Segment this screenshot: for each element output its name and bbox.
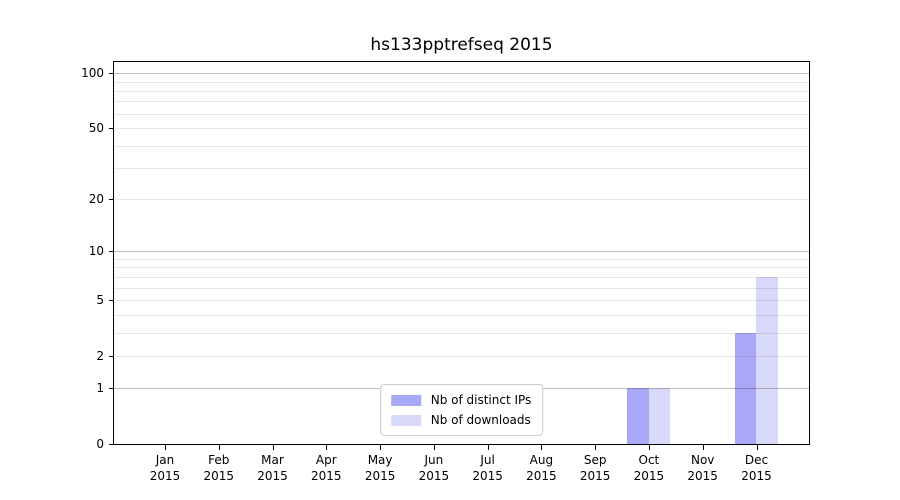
x-tick-label: Apr 2015 xyxy=(294,452,358,484)
y-tick-label: 10 xyxy=(88,244,104,259)
x-tick-mark xyxy=(648,445,650,450)
x-tick-month: Jun xyxy=(424,453,444,467)
y-tick-mark xyxy=(109,388,113,390)
x-tick-year: 2015 xyxy=(633,469,665,483)
legend-label: Nb of downloads xyxy=(430,413,531,427)
x-tick-month: Apr xyxy=(315,453,337,467)
y-tick-mark xyxy=(109,444,113,445)
minor-gridline xyxy=(114,168,809,169)
x-tick-year: 2015 xyxy=(418,469,450,483)
y-tick-label: 1 xyxy=(96,381,104,396)
legend-item: Nb of downloads xyxy=(390,411,532,429)
y-tick-label: 2 xyxy=(96,348,104,363)
major-gridline xyxy=(114,73,809,75)
bar-nb-of-distinct-ips-dec xyxy=(734,332,757,444)
y-tick-label: 20 xyxy=(88,192,104,207)
x-tick-year: 2015 xyxy=(149,469,181,483)
x-tick-label: Mar 2015 xyxy=(241,452,305,484)
y-tick-mark xyxy=(109,128,113,129)
x-tick-year: 2015 xyxy=(472,469,503,483)
legend-swatch xyxy=(390,394,421,406)
x-tick-mark xyxy=(541,445,543,450)
x-tick-mark xyxy=(756,445,758,450)
x-tick-year: 2015 xyxy=(257,469,288,483)
y-tick-mark xyxy=(109,355,113,357)
minor-gridline xyxy=(114,259,809,260)
y-tick-mark xyxy=(109,251,113,253)
x-tick-label: Oct 2015 xyxy=(617,452,681,484)
x-tick-month: Sep xyxy=(583,453,607,467)
legend: Nb of distinct IPs Nb of downloads xyxy=(379,384,544,436)
x-tick-month: Nov xyxy=(690,453,715,467)
x-tick-mark xyxy=(380,445,382,450)
x-tick-label: Aug 2015 xyxy=(509,452,573,484)
x-tick-mark xyxy=(595,445,597,450)
x-tick-label: Jul 2015 xyxy=(456,452,520,484)
x-tick-label: May 2015 xyxy=(348,452,412,484)
x-tick-month: Aug xyxy=(529,453,554,467)
bar-nb-of-downloads-dec xyxy=(756,276,778,444)
x-tick-mark xyxy=(702,445,704,450)
x-tick-month: May xyxy=(367,453,393,467)
x-axis: Jan 2015 Feb 2015 Mar 2015 Apr 2015 May 2015 Jun 20… xyxy=(113,445,810,500)
chart-title: hs133pptrefseq 2015 xyxy=(370,35,553,55)
x-tick-year: 2015 xyxy=(364,469,396,483)
minor-gridline xyxy=(114,287,809,289)
x-tick-month: Mar xyxy=(261,453,284,467)
x-tick-year: 2015 xyxy=(687,469,718,483)
x-tick-mark xyxy=(433,445,435,450)
x-tick-label: Nov 2015 xyxy=(671,452,735,484)
legend-label: Nb of distinct IPs xyxy=(430,393,532,407)
x-tick-year: 2015 xyxy=(203,469,235,483)
x-tick-month: Jul xyxy=(480,453,495,467)
y-tick-label: 0 xyxy=(96,437,104,451)
y-tick-mark xyxy=(109,73,113,75)
legend-item: Nb of distinct IPs xyxy=(390,391,532,409)
x-tick-label: Jan 2015 xyxy=(133,452,197,484)
x-tick-mark xyxy=(272,445,274,450)
x-tick-month: Feb xyxy=(208,453,230,467)
x-tick-mark xyxy=(487,445,489,450)
x-tick-mark xyxy=(326,445,328,450)
x-tick-month: Dec xyxy=(744,453,769,467)
minor-gridline xyxy=(114,113,809,115)
y-tick-label: 100 xyxy=(81,66,104,81)
x-tick-month: Jan xyxy=(155,453,175,467)
x-tick-label: Dec 2015 xyxy=(725,452,789,484)
minor-gridline xyxy=(114,90,809,92)
x-tick-year: 2015 xyxy=(741,469,772,483)
y-tick-label: 50 xyxy=(88,121,104,135)
y-tick-mark xyxy=(109,300,113,301)
legend-swatch xyxy=(390,414,421,426)
minor-gridline xyxy=(114,276,809,278)
x-tick-mark xyxy=(165,445,166,450)
y-tick-mark xyxy=(109,199,113,201)
minor-gridline xyxy=(114,332,809,334)
x-tick-month: Oct xyxy=(638,453,660,467)
bar-nb-of-distinct-ips-oct xyxy=(627,388,649,444)
y-tick-label: 5 xyxy=(96,293,104,307)
minor-gridline xyxy=(114,300,809,301)
minor-gridline xyxy=(114,355,809,357)
y-axis: 0 1 2 5 10 20 50 100 xyxy=(0,61,113,451)
x-tick-year: 2015 xyxy=(311,469,342,483)
minor-gridline xyxy=(114,267,809,269)
x-tick-label: Jun 2015 xyxy=(402,452,466,484)
bar-nb-of-downloads-oct xyxy=(648,388,671,444)
major-gridline xyxy=(114,251,809,253)
minor-gridline xyxy=(114,81,809,83)
x-tick-year: 2015 xyxy=(579,469,611,483)
x-tick-label: Sep 2015 xyxy=(563,452,627,484)
minor-gridline xyxy=(114,101,809,103)
plot-area: Nb of distinct IPs Nb of downloads xyxy=(113,61,810,445)
minor-gridline xyxy=(114,199,809,201)
minor-gridline xyxy=(114,314,809,316)
x-tick-mark xyxy=(218,445,220,450)
minor-gridline xyxy=(114,145,809,147)
bars-layer xyxy=(114,62,809,444)
x-tick-label: Feb 2015 xyxy=(187,452,251,484)
minor-gridline xyxy=(114,128,809,129)
x-tick-year: 2015 xyxy=(526,469,557,483)
